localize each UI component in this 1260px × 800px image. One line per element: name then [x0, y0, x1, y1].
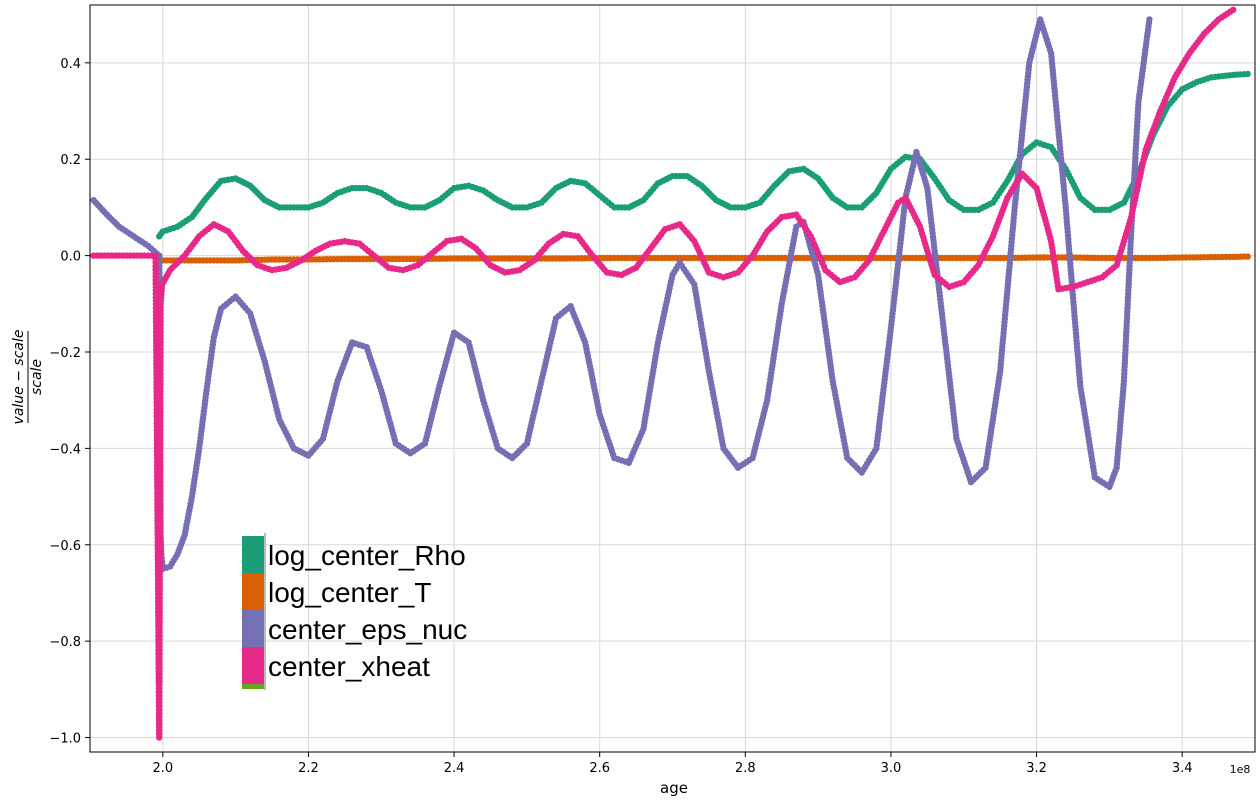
legend-label: center_eps_nuc [268, 614, 467, 645]
legend-accent [242, 684, 264, 689]
data-point [1244, 70, 1251, 78]
x-tick-label: 2.2 [298, 761, 319, 776]
y-axis-label: value − scale scale [11, 330, 45, 425]
series-center-xheat [90, 6, 1237, 741]
y-tick-label: −0.8 [49, 635, 81, 650]
data-point [1146, 16, 1153, 23]
y-axis-label-denominator: scale [29, 359, 45, 395]
x-tick-label: 2.0 [152, 761, 173, 776]
x-tick-label: 2.6 [589, 761, 610, 776]
x-tick-label: 2.4 [444, 761, 465, 776]
x-gridlines [162, 5, 1183, 752]
legend: log_center_Rho log_center_T center_eps_nuc… [242, 533, 467, 690]
x-tick-label: 2.8 [735, 761, 756, 776]
legend-label: log_center_Rho [268, 540, 466, 571]
y-axis-label-numerator: value − scale [11, 330, 27, 425]
y-tick-label: 0.2 [60, 153, 81, 168]
y-tick-label: −0.2 [49, 346, 81, 361]
x-axis-ticks: 2.0 2.2 2.4 2.6 2.8 3.0 3.2 3.4 [152, 752, 1193, 776]
y-tick-label: −0.6 [49, 539, 81, 554]
x-axis-label: age [660, 779, 688, 797]
x-tick-label: 3.4 [1172, 761, 1193, 776]
legend-label: center_xheat [268, 651, 430, 682]
x-tick-label: 3.0 [881, 761, 902, 776]
x-tick-label: 3.2 [1026, 761, 1047, 776]
y-tick-label: 0.4 [60, 57, 81, 72]
y-tick-label: −0.4 [49, 442, 81, 457]
scatter-points [90, 6, 1251, 741]
legend-swatch [242, 573, 264, 610]
series-log-center-Rho [156, 70, 1251, 240]
data-point [1230, 6, 1237, 13]
legend-label: log_center_T [268, 577, 431, 608]
y-axis-ticks: 0.4 0.2 0.0 −0.2 −0.4 −0.6 −0.8 −1.0 [49, 57, 90, 747]
x-offset-label: 1e8 [1230, 763, 1251, 776]
data-point [1244, 253, 1251, 260]
legend-swatch [242, 610, 264, 647]
y-tick-label: 0.0 [60, 250, 81, 265]
legend-swatch [242, 536, 264, 573]
y-tick-label: −1.0 [49, 732, 81, 747]
legend-swatch [242, 647, 264, 684]
plot-frame [89, 4, 1256, 753]
